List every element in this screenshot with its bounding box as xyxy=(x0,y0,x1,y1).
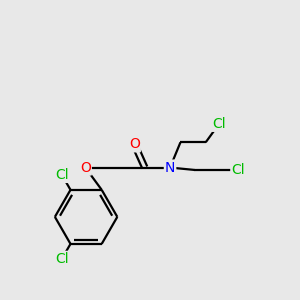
Text: Cl: Cl xyxy=(231,163,245,177)
Text: Cl: Cl xyxy=(55,252,69,266)
Text: O: O xyxy=(80,160,91,175)
Text: O: O xyxy=(129,137,140,152)
Text: N: N xyxy=(165,160,175,175)
Text: Cl: Cl xyxy=(212,117,226,131)
Text: Cl: Cl xyxy=(55,168,69,182)
